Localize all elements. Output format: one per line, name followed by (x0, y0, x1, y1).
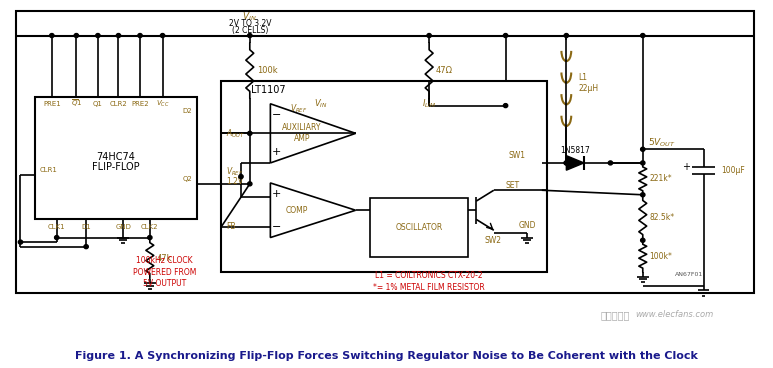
Text: Figure 1. A Synchronizing Flip-Flop Forces Switching Regulator Noise to Be Coher: Figure 1. A Synchronizing Flip-Flop Forc… (75, 351, 698, 361)
Text: COMP: COMP (286, 206, 308, 215)
Circle shape (641, 193, 645, 197)
Circle shape (96, 33, 100, 38)
Text: 100k*: 100k* (649, 252, 673, 261)
Text: CLK2: CLK2 (141, 224, 158, 230)
Bar (221, 81, 547, 272)
Text: SET: SET (506, 181, 519, 190)
Text: 1.2V: 1.2V (226, 177, 243, 185)
Text: PRE2: PRE2 (131, 101, 149, 107)
Text: GND: GND (519, 221, 536, 230)
Text: $V_{IN}$: $V_{IN}$ (243, 10, 257, 23)
Circle shape (247, 33, 252, 38)
Text: 47k: 47k (157, 254, 172, 262)
Circle shape (641, 33, 645, 38)
Text: LT1107: LT1107 (250, 85, 285, 95)
Text: 100kHz CLOCK
POWERED FROM
5V OUTPUT: 100kHz CLOCK POWERED FROM 5V OUTPUT (133, 256, 196, 289)
Text: CLR2: CLR2 (110, 101, 128, 107)
Circle shape (49, 33, 54, 38)
Text: $V_{REF}$: $V_{REF}$ (290, 102, 308, 114)
Text: CLR1: CLR1 (40, 167, 58, 173)
Circle shape (564, 161, 568, 165)
Text: GND: GND (115, 224, 131, 230)
Circle shape (564, 33, 568, 38)
Text: SW2: SW2 (485, 236, 502, 245)
Text: L1 = COILTRONICS CTX-20-2
*= 1% METAL FILM RESISTOR: L1 = COILTRONICS CTX-20-2 *= 1% METAL FI… (373, 271, 485, 291)
Text: Q1: Q1 (93, 101, 103, 107)
Text: +: + (682, 163, 690, 173)
Circle shape (239, 174, 243, 178)
Circle shape (564, 161, 568, 165)
Text: Q2: Q2 (182, 176, 192, 182)
Circle shape (608, 161, 612, 165)
Circle shape (74, 33, 79, 38)
Text: 100μF: 100μF (721, 166, 745, 175)
Text: 74HC74: 74HC74 (97, 152, 135, 162)
Text: 电子发烧友: 电子发烧友 (601, 310, 630, 320)
Text: $5V_{OUT}$: $5V_{OUT}$ (648, 137, 676, 149)
Circle shape (116, 33, 121, 38)
Circle shape (641, 161, 645, 165)
Bar (370, 198, 468, 256)
Text: SW1: SW1 (509, 151, 526, 160)
Text: 1N5817: 1N5817 (560, 146, 590, 155)
Circle shape (55, 236, 59, 240)
Text: 47Ω: 47Ω (436, 66, 453, 75)
Text: −: − (271, 222, 281, 231)
Text: FB: FB (226, 222, 236, 231)
Text: $V_{IN}$: $V_{IN}$ (315, 98, 329, 110)
Text: AUXILIARY
AMP: AUXILIARY AMP (282, 123, 322, 144)
Text: 82.5k*: 82.5k* (649, 213, 675, 222)
Text: $A_{OUT}$: $A_{OUT}$ (226, 127, 246, 139)
Text: 100k: 100k (257, 66, 278, 75)
Polygon shape (567, 156, 584, 170)
Bar (35, 98, 197, 219)
Circle shape (247, 182, 252, 186)
Text: +: + (271, 147, 281, 157)
Text: $V_{REF}$: $V_{REF}$ (226, 166, 243, 178)
Text: PRE1: PRE1 (43, 101, 61, 107)
Text: FLIP-FLOP: FLIP-FLOP (92, 163, 140, 173)
Text: D2: D2 (182, 108, 192, 114)
Text: $I_{LIM}$: $I_{LIM}$ (422, 98, 436, 110)
Circle shape (503, 33, 508, 38)
Circle shape (641, 238, 645, 242)
Text: 2V TO 3.2V: 2V TO 3.2V (229, 19, 271, 28)
Text: D1: D1 (81, 224, 91, 230)
Text: OSCILLATOR: OSCILLATOR (396, 223, 443, 231)
Circle shape (138, 33, 142, 38)
Text: 221k*: 221k* (649, 174, 673, 183)
Circle shape (148, 236, 152, 240)
Circle shape (84, 245, 88, 249)
Circle shape (641, 147, 645, 151)
Circle shape (161, 33, 165, 38)
Circle shape (19, 240, 22, 244)
Text: L1
22μH: L1 22μH (578, 73, 598, 93)
Text: AN67F01: AN67F01 (676, 272, 703, 277)
Circle shape (247, 131, 252, 135)
Text: +: + (271, 189, 281, 199)
Text: CLK1: CLK1 (48, 224, 66, 230)
Bar (15, 11, 754, 293)
Text: −: − (271, 110, 281, 120)
Text: $V_{CC}$: $V_{CC}$ (156, 99, 169, 109)
Text: $\overline{Q}$1: $\overline{Q}$1 (70, 98, 82, 109)
Text: www.elecfans.com: www.elecfans.com (635, 310, 713, 319)
Circle shape (503, 104, 508, 107)
Circle shape (427, 33, 431, 38)
Text: (2 CELLS): (2 CELLS) (232, 26, 268, 35)
